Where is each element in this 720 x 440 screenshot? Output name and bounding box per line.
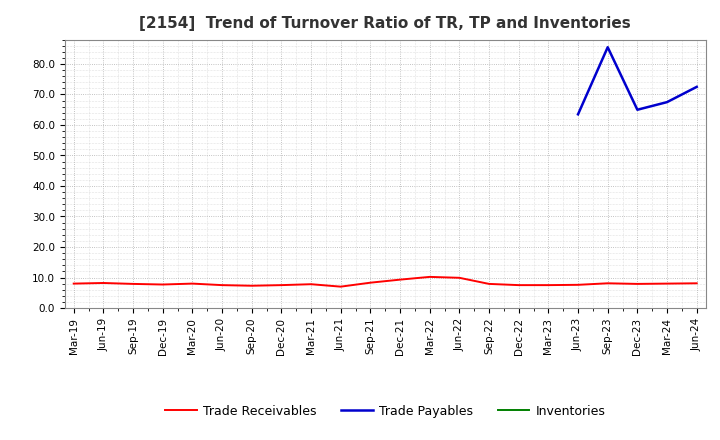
Line: Trade Payables: Trade Payables <box>578 47 697 114</box>
Trade Receivables <box>662 281 671 286</box>
Trade Receivables <box>277 282 286 288</box>
Trade Receivables <box>633 281 642 286</box>
Trade Payables <box>603 44 612 50</box>
Legend: Trade Receivables, Trade Payables, Inventories: Trade Receivables, Trade Payables, Inven… <box>161 400 610 422</box>
Trade Payables <box>633 107 642 112</box>
Trade Receivables <box>99 280 108 286</box>
Trade Receivables <box>188 281 197 286</box>
Trade Payables <box>574 112 582 117</box>
Trade Receivables <box>485 281 493 286</box>
Trade Receivables <box>366 280 374 285</box>
Trade Receivables <box>574 282 582 287</box>
Trade Payables <box>693 84 701 89</box>
Trade Receivables <box>129 281 138 286</box>
Trade Receivables <box>217 282 226 288</box>
Title: [2154]  Trend of Turnover Ratio of TR, TP and Inventories: [2154] Trend of Turnover Ratio of TR, TP… <box>140 16 631 32</box>
Trade Receivables <box>158 282 167 287</box>
Trade Receivables <box>69 281 78 286</box>
Line: Trade Receivables: Trade Receivables <box>73 277 697 286</box>
Trade Receivables <box>603 281 612 286</box>
Trade Receivables <box>455 275 464 280</box>
Trade Payables <box>662 99 671 105</box>
Trade Receivables <box>248 283 256 288</box>
Trade Receivables <box>426 274 434 279</box>
Trade Receivables <box>396 277 405 282</box>
Trade Receivables <box>514 282 523 288</box>
Trade Receivables <box>307 282 315 287</box>
Trade Receivables <box>336 284 345 289</box>
Trade Receivables <box>544 282 553 288</box>
Trade Receivables <box>693 281 701 286</box>
